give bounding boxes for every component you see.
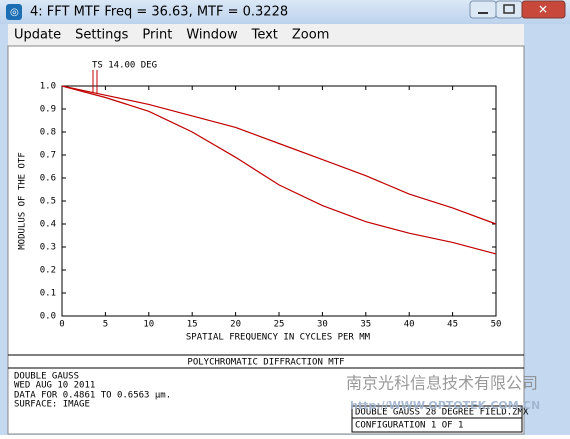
x-tick-label: 0 xyxy=(59,320,64,330)
info-line: WED AUG 10 2011 xyxy=(14,381,95,391)
file-box xyxy=(351,405,523,433)
x-tick-label: 40 xyxy=(404,320,415,330)
x-axis-label: SPATIAL FREQUENCY IN CYCLES PER MM xyxy=(186,333,371,343)
minimize-button[interactable] xyxy=(469,0,497,19)
y-tick-label: 0.1 xyxy=(40,289,56,299)
menu-item[interactable]: Window xyxy=(186,28,238,43)
y-tick-label: 0.8 xyxy=(40,128,56,138)
y-tick-label: 0.7 xyxy=(40,151,56,161)
info-line: SURFACE: IMAGE xyxy=(14,400,90,410)
x-tick-label: 10 xyxy=(143,320,154,330)
menu-item[interactable]: Print xyxy=(142,28,172,43)
menu-item[interactable]: Update xyxy=(14,28,61,43)
y-tick-label: 0.0 xyxy=(40,312,56,322)
watermark-url: http://WWW.OPTOTEK.COM.CN xyxy=(350,399,540,412)
x-tick-label: 25 xyxy=(274,320,285,330)
y-tick-label: 0.5 xyxy=(40,197,56,207)
configuration: CONFIGURATION 1 OF 1 xyxy=(355,421,463,431)
menu-item[interactable]: Settings xyxy=(75,28,129,43)
y-tick-label: 0.2 xyxy=(40,266,56,276)
y-tick-label: 0.3 xyxy=(40,243,56,253)
file-name: DOUBLE GAUSS 28 DEGREE FIELD.ZMX xyxy=(355,408,529,418)
caption: POLYCHROMATIC DIFFRACTION MTF xyxy=(187,358,344,368)
x-tick-label: 45 xyxy=(447,320,458,330)
y-tick-label: 0.6 xyxy=(40,174,56,184)
x-tick-label: 30 xyxy=(317,320,328,330)
window-title: 4: FFT MTF Freq = 36.63, MTF = 0.3228 xyxy=(30,5,288,20)
y-tick-label: 0.4 xyxy=(40,220,56,230)
menu-items: Update Settings Print Window Text Zoom xyxy=(14,28,329,43)
y-axis-label: MODULUS OF THE OTF xyxy=(18,152,28,250)
close-button[interactable] xyxy=(521,0,566,19)
y-tick-label: 1.0 xyxy=(40,82,56,92)
maximize-glyph xyxy=(503,4,515,14)
maximize-button[interactable] xyxy=(495,0,523,19)
y-tick-label: 0.9 xyxy=(40,105,56,115)
mtf-curve xyxy=(61,85,497,255)
x-tick-label: 5 xyxy=(103,320,108,330)
x-tick-label: 50 xyxy=(491,320,502,330)
app-icon-glyph: ◎ xyxy=(10,7,19,18)
menu-bar xyxy=(8,24,524,46)
x-tick-label: 15 xyxy=(187,320,198,330)
chart: 0.0 0.1 0.2 0.3 0.4 0.5 0.6 0.7 0.8 0.9 1.0 0 5 10 15 2… xyxy=(40,82,502,330)
legend-label: TS 14.00 DEG xyxy=(92,61,157,71)
plot-window xyxy=(7,45,525,435)
mtf-curve xyxy=(61,85,497,225)
x-tick-label: 20 xyxy=(230,320,241,330)
x-tick-label: 35 xyxy=(360,320,371,330)
menu-item[interactable]: Text xyxy=(251,28,278,43)
watermark: 南京光科信息技术有限公司 xyxy=(346,374,538,393)
menu-item[interactable]: Zoom xyxy=(292,28,329,43)
info-line: DOUBLE GAUSS xyxy=(14,372,79,382)
app-icon xyxy=(6,4,22,20)
info-line: DATA FOR 0.4861 TO 0.6563 μm. xyxy=(14,391,171,401)
close-glyph: ✕ xyxy=(538,3,548,17)
